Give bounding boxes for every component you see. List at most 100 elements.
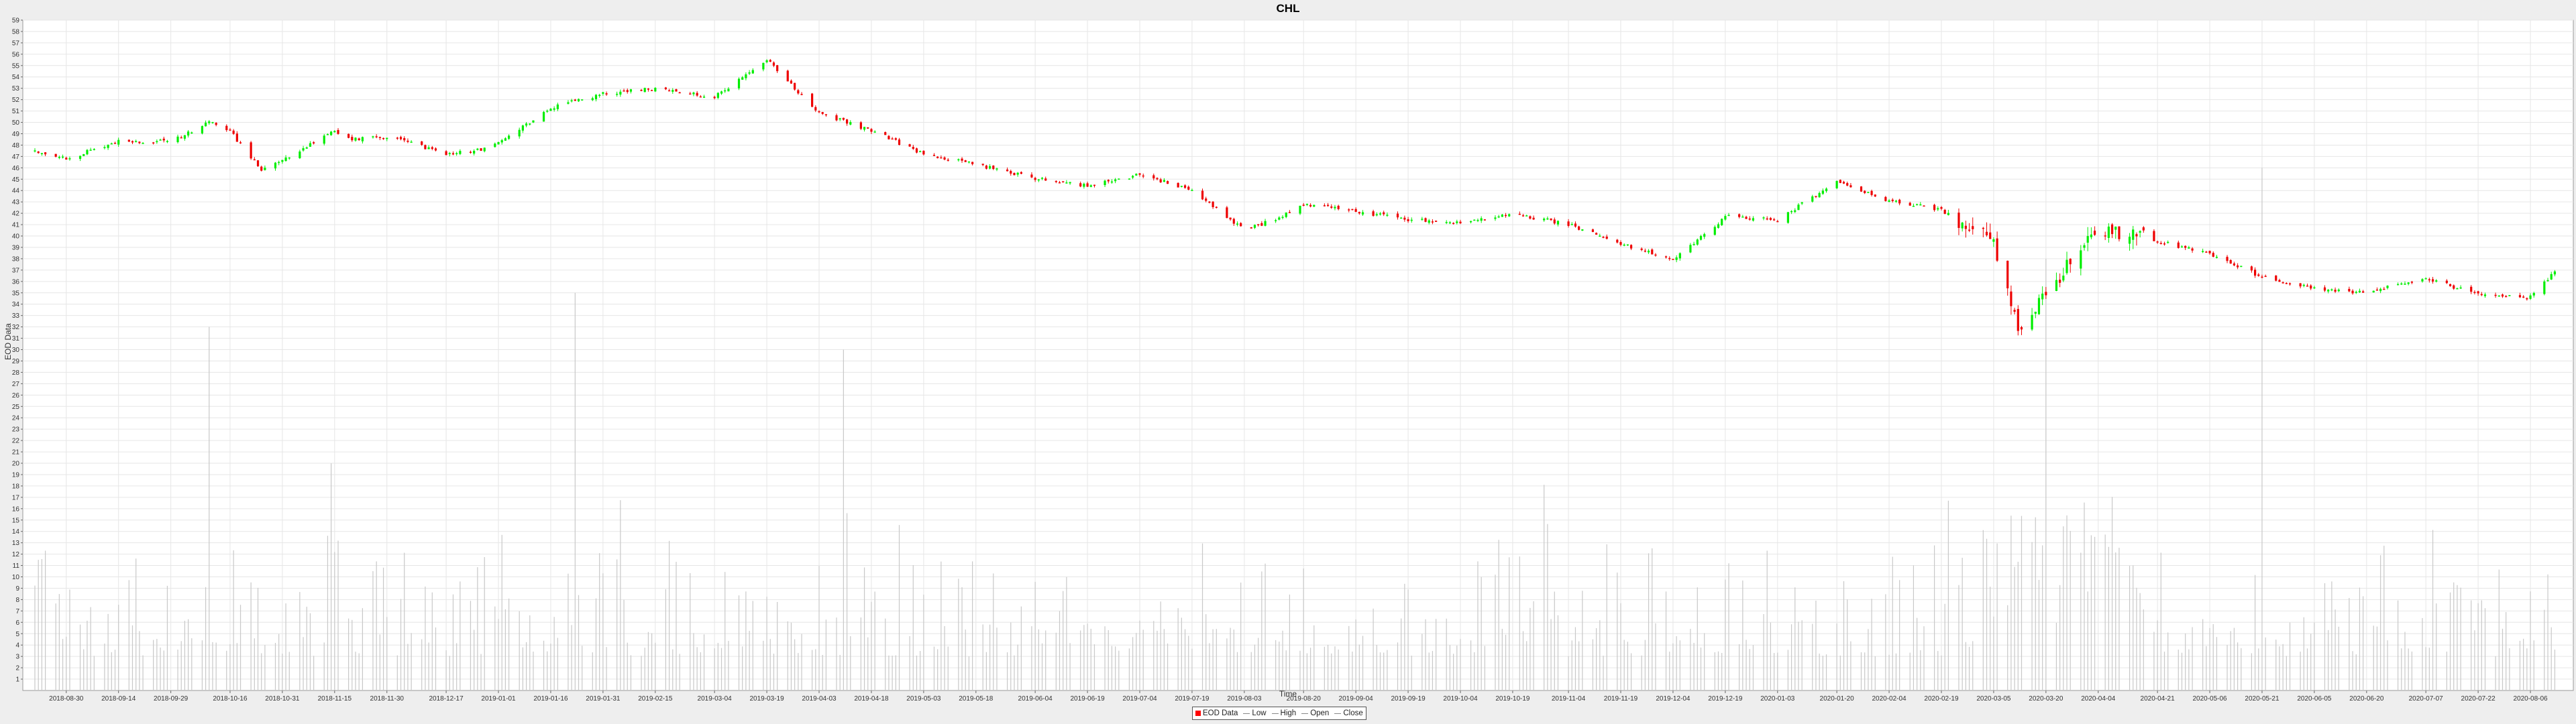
candle-body: [2407, 282, 2410, 284]
candle-body: [2114, 227, 2117, 230]
candle-body: [2310, 285, 2312, 289]
volume-bar: [1236, 652, 1238, 690]
candle-body: [2453, 285, 2455, 289]
candle-body: [1623, 244, 1625, 246]
candle-body: [2010, 291, 2012, 306]
volume-bar: [2265, 637, 2266, 690]
volume-bar: [93, 656, 95, 690]
x-tick-label: 2019-01-01: [481, 695, 516, 703]
candle-body: [2372, 290, 2375, 293]
candle-body: [1567, 221, 1570, 226]
volume-bar: [2401, 648, 2402, 690]
candle-body: [2208, 251, 2211, 253]
y-tick-label: 56: [12, 51, 20, 58]
candle-body: [131, 141, 134, 143]
candle-body: [278, 162, 280, 164]
y-tick-label: 36: [12, 278, 20, 286]
candle-body: [1400, 217, 1403, 219]
candle-body: [1326, 204, 1330, 206]
candle-body: [375, 136, 378, 137]
candle-body: [1640, 248, 1643, 250]
candle-body: [1313, 204, 1316, 207]
candle-body: [1713, 227, 1716, 235]
candle-body: [716, 93, 719, 99]
volume-bar: [1996, 543, 1998, 690]
candle-body: [61, 156, 64, 158]
x-tick-label: 2019-06-19: [1070, 695, 1105, 703]
volume-bar: [1153, 621, 1155, 690]
x-tick-label: 2019-09-04: [1339, 695, 1374, 703]
x-tick-label: 2019-09-19: [1391, 695, 1426, 703]
volume-bar: [1181, 617, 1182, 690]
volume-bar: [1962, 558, 1963, 690]
candle-body: [936, 156, 939, 158]
candle-body: [1629, 245, 1633, 249]
candle-body: [1745, 217, 1748, 219]
volume-bar: [358, 653, 360, 690]
candle-body: [2013, 310, 2016, 312]
candle-body: [1069, 182, 1071, 184]
volume-bar: [1763, 613, 1764, 690]
candle-body: [2358, 290, 2361, 293]
x-tick-label: 2018-08-30: [49, 695, 84, 703]
volume-bar: [1982, 530, 1984, 690]
candle-body: [410, 141, 413, 143]
volume-bar: [553, 617, 555, 690]
volume-bar: [2383, 546, 2385, 690]
volume-bar: [1644, 640, 1646, 690]
volume-bar: [2157, 620, 2158, 690]
x-tick-label: 2019-10-19: [1495, 695, 1530, 703]
x-tick-label: 2020-07-07: [2409, 695, 2444, 703]
candle-body: [135, 141, 138, 143]
candle-body: [386, 137, 388, 139]
candle-body: [2118, 226, 2121, 239]
legend-label: Open: [1310, 709, 1330, 717]
y-tick-label: 16: [12, 505, 20, 513]
y-tick-label: 30: [12, 347, 20, 354]
candle-body: [594, 95, 598, 99]
volume-bar: [2428, 648, 2430, 690]
volume-bar: [1812, 623, 1813, 690]
volume-bar: [1289, 594, 1291, 690]
candle-body: [961, 158, 963, 161]
volume-bar: [58, 594, 60, 690]
candle-body: [1083, 184, 1085, 187]
candle-body: [1421, 219, 1424, 220]
candle-body: [162, 138, 165, 141]
volume-bar: [504, 609, 506, 690]
candle-body: [1766, 218, 1768, 220]
x-tick-label: 2019-05-03: [906, 695, 941, 703]
candle-body: [1358, 212, 1360, 214]
volume-bar: [139, 631, 140, 690]
candle-body: [919, 151, 922, 153]
volume-bar: [947, 646, 949, 690]
candle-body: [1696, 239, 1699, 245]
y-tick-label: 52: [12, 97, 20, 104]
candle-body: [2177, 242, 2180, 248]
candle-body: [215, 123, 217, 125]
candle-body: [2153, 231, 2155, 241]
candle-body: [1055, 180, 1057, 182]
candle-body: [1354, 208, 1357, 213]
volume-bar: [1055, 632, 1057, 690]
candle-body: [372, 136, 374, 137]
candle-body: [1445, 222, 1448, 223]
candle-body: [2135, 234, 2138, 237]
y-tick-label: 8: [15, 597, 19, 604]
candle-body: [1281, 217, 1284, 219]
candle-body: [1654, 254, 1657, 256]
volume-bar: [2216, 637, 2218, 690]
candle-body: [1989, 232, 1992, 239]
y-tick-label: 45: [12, 176, 20, 184]
candle-body: [1972, 226, 1974, 229]
candle-body: [1309, 204, 1312, 207]
volume-bar: [972, 561, 973, 690]
candle-body: [117, 139, 120, 145]
candle-body: [1138, 173, 1141, 175]
candle-body: [1208, 201, 1211, 203]
candle-body: [542, 112, 545, 122]
x-tick-label: 2020-02-19: [1924, 695, 1959, 703]
candle-body: [2529, 295, 2532, 299]
candle-body: [2055, 280, 2058, 291]
candle-body: [2083, 245, 2086, 248]
